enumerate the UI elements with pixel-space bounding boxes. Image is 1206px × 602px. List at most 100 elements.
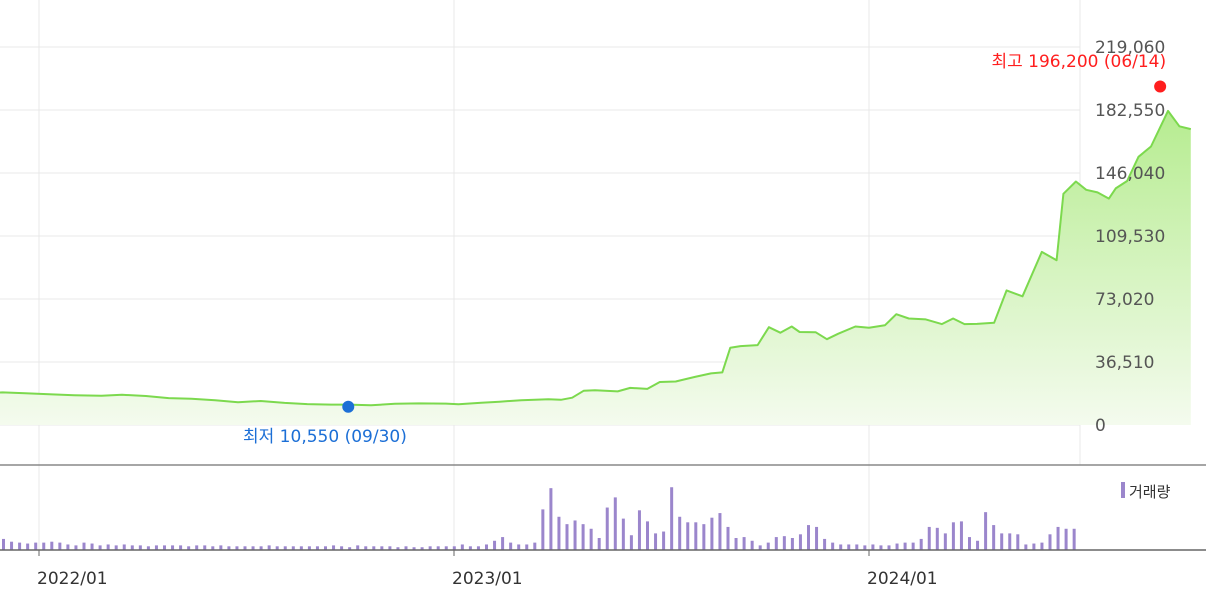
volume-bar	[74, 545, 78, 550]
volume-bar	[959, 521, 963, 550]
volume-bar	[839, 544, 843, 550]
volume-bar	[82, 542, 86, 550]
volume-bar	[678, 516, 682, 550]
volume-bar	[163, 545, 166, 550]
volume-bar	[34, 542, 38, 550]
volume-bar	[863, 545, 867, 550]
volume-bar	[211, 546, 215, 550]
volume-bar	[573, 520, 577, 550]
volume-bar	[1040, 542, 1044, 550]
volume-bar	[815, 526, 819, 550]
volume-bar	[1008, 533, 1012, 550]
volume-bar	[734, 538, 738, 550]
volume-bar	[146, 546, 150, 550]
volume-bar	[670, 487, 674, 550]
volume-bar	[251, 546, 255, 550]
volume-bar	[138, 545, 142, 550]
volume-bar	[1064, 528, 1068, 550]
volume-bar	[718, 513, 722, 550]
volume-bar	[533, 542, 537, 550]
y-tick-label: 109,530	[1095, 227, 1165, 247]
volume-bar	[26, 543, 30, 550]
high-marker	[1154, 80, 1167, 93]
x-tick-label: 2023/01	[452, 569, 523, 589]
volume-bar	[549, 488, 553, 550]
volume-bar	[420, 547, 424, 550]
volume-bar	[1000, 533, 1004, 550]
volume-bar	[195, 545, 199, 550]
volume-bar	[976, 540, 980, 550]
low-label: 최저 10,550 (09/30)	[243, 427, 407, 447]
price-line	[0, 109, 1192, 407]
volume-bar	[557, 516, 561, 550]
volume-bar	[436, 546, 440, 550]
x-tick-label: 2024/01	[867, 569, 938, 589]
volume-bar	[525, 544, 529, 550]
volume-bar	[275, 546, 279, 550]
volume-bar	[58, 542, 62, 550]
volume-bar	[581, 524, 585, 550]
volume-bar	[299, 546, 303, 550]
volume-bar	[807, 525, 810, 550]
y-tick-label: 0	[1095, 416, 1106, 436]
volume-bar	[324, 546, 327, 550]
price-area	[0, 109, 1192, 425]
volume-bar	[1072, 528, 1076, 550]
volume-bar	[1016, 534, 1020, 550]
volume-bar	[404, 546, 408, 550]
volume-bar	[710, 517, 714, 550]
volume-bar	[388, 546, 392, 550]
volume-bar	[702, 524, 706, 550]
volume-bar	[154, 545, 158, 550]
volume-bar	[798, 534, 802, 550]
volume-bar	[605, 507, 609, 550]
volume-bar	[589, 528, 593, 550]
volume-bar	[742, 537, 746, 550]
volume-bar	[597, 538, 601, 550]
volume-bar	[782, 536, 786, 550]
volume-bar	[444, 546, 448, 550]
volume-bar	[307, 546, 311, 550]
volume-bar	[291, 546, 295, 550]
volume-bar	[831, 542, 835, 550]
volume-bar	[227, 546, 231, 550]
volume-bar	[235, 546, 239, 550]
volume-bar	[637, 510, 641, 550]
volume-bar	[356, 545, 360, 550]
volume-bar	[694, 522, 698, 550]
volume-bar	[428, 546, 432, 550]
volume-bar	[2, 538, 5, 550]
chart-labels: 219,060 182,550 146,040 109,530 73,020 36,510…	[37, 38, 1171, 589]
volume-bar	[340, 546, 344, 550]
volume-bar	[984, 512, 988, 550]
volume-bar	[179, 545, 183, 550]
volume-bar	[992, 525, 996, 550]
volume-bar	[943, 533, 947, 550]
volume-bar	[766, 542, 770, 550]
volume-bar	[106, 544, 110, 550]
volume-bar	[348, 547, 352, 550]
volume-bar	[726, 526, 730, 550]
volume-bar	[452, 546, 456, 550]
y-tick-label: 146,040	[1095, 164, 1165, 184]
volume-bar	[879, 545, 883, 550]
volume-bar	[130, 545, 134, 550]
volume-bar	[315, 546, 319, 550]
volume-bar	[66, 544, 70, 550]
volume-legend-swatch	[1121, 482, 1125, 498]
volume-bar	[919, 538, 923, 550]
volume-bar	[1056, 526, 1060, 550]
volume-bar	[1024, 544, 1028, 550]
volume-bar	[485, 544, 488, 550]
volume-bar	[364, 546, 368, 550]
volume-bar	[243, 546, 247, 550]
x-tick-label: 2022/01	[37, 569, 108, 589]
volume-bar	[98, 545, 102, 550]
volume-bar	[42, 542, 46, 550]
volume-bar	[823, 538, 827, 550]
volume-bar	[219, 545, 223, 550]
volume-bar	[412, 547, 416, 550]
volume-bar	[468, 546, 472, 550]
volume-bar	[855, 544, 859, 550]
